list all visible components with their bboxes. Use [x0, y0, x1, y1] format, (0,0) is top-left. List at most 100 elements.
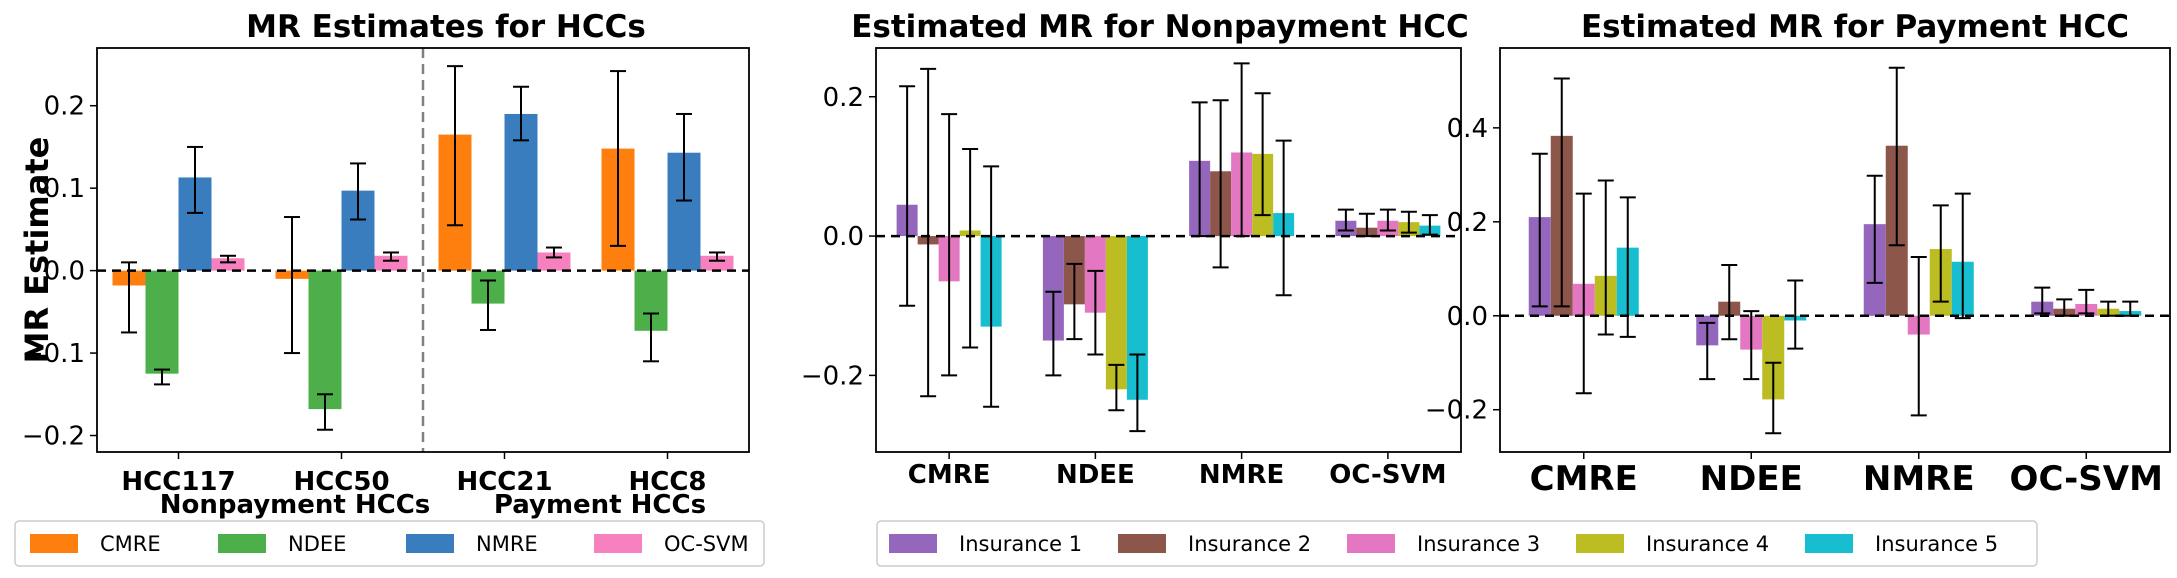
chart3-axes-frame: [1499, 47, 2171, 453]
chart1-bar-ndee-hcc50: [308, 270, 342, 410]
chart1-ytick-label: −0.1: [22, 339, 85, 369]
chart3-ytick-label: 0.4: [1447, 114, 1488, 144]
chart2-errorbar: [983, 165, 1000, 408]
chart2-errorbar: [1212, 99, 1229, 269]
legend-swatch: [406, 534, 454, 553]
legend-label: Insurance 5: [1875, 532, 1998, 556]
legend-item-insurance-2: Insurance 2: [1118, 532, 1311, 556]
chart2-errorbar: [1108, 363, 1125, 412]
legend-item-insurance-1: Insurance 1: [889, 532, 1082, 556]
chart3-errorbar: [1910, 256, 1927, 417]
chart3-errorbar: [1531, 152, 1548, 308]
chart2-title: Estimated MR for Nonpayment HCC: [851, 9, 1469, 45]
legend2: Insurance 1 Insurance 2 Insurance 3 Insuran…: [889, 532, 1998, 556]
chart2-errorbar: [920, 67, 937, 398]
chart1-category-label: HCC117: [121, 467, 235, 497]
chart1-errorbar: [513, 85, 529, 142]
chart3-errorbar: [1954, 192, 1971, 320]
chart1-ytick-label: 0.2: [44, 92, 85, 122]
legend-item-oc-svm: OC-SVM: [594, 532, 749, 556]
chart2-bar-insurance-1-ndee: [1042, 236, 1064, 341]
legend1: CMRE NDEE NMRE OC-SVM: [30, 532, 749, 556]
chart3-errorbar: [2034, 286, 2051, 315]
chart3-errorbar: [2078, 288, 2095, 315]
chart2-errorbar: [1337, 208, 1354, 232]
chart2-axes-frame: [875, 47, 1462, 453]
chart3-bar-insurance-4-ndee: [1762, 315, 1785, 400]
chart3-errorbar: [1721, 264, 1738, 341]
chart2-errorbar: [1400, 210, 1417, 234]
chart3-category-label: NMRE: [1863, 459, 1975, 499]
chart2-errorbar: [1129, 353, 1146, 433]
chart1-title: MR Estimates for HCCs: [246, 9, 646, 45]
chart1-plot: −0.2 −0.1 0.0 0.1 0.2 HCC117 HCC50 HCC21 HCC8: [22, 47, 750, 497]
legend-swatch: [1347, 534, 1395, 553]
legend-swatch: [218, 534, 266, 553]
chart1-ylabel: MR Estimate: [18, 137, 56, 364]
chart1-errorbar: [220, 254, 236, 264]
legend-swatch: [889, 534, 937, 553]
chart1-category-label: HCC21: [456, 467, 552, 497]
chart1-category-label: HCC8: [628, 467, 706, 497]
legend-swatch: [30, 534, 78, 553]
legend-label: NDEE: [288, 532, 346, 556]
chart2-ytick-label: 0.2: [823, 83, 864, 113]
chart1-bar-oc-svm-hcc21: [537, 252, 571, 271]
chart2-plot: −0.2 0.0 0.2 CMRE NDEE NMRE OC-SVM: [801, 47, 1462, 490]
chart3-errorbar: [1597, 179, 1614, 336]
chart1-bar-oc-svm-hcc117: [211, 258, 245, 271]
chart1-errorbar: [546, 246, 562, 259]
chart3-errorbar: [1743, 310, 1760, 381]
legend-label: Insurance 3: [1417, 532, 1540, 556]
chart2-category-label: NDEE: [1056, 460, 1135, 490]
chart3-plot: −0.2 0.0 0.2 0.4 CMRE NDEE NMRE OC-SVM: [1425, 47, 2171, 499]
chart2-category-label: OC-SVM: [1329, 460, 1446, 490]
chart3-errorbar: [1619, 196, 1636, 338]
chart1-errorbar: [480, 279, 496, 331]
chart1-errorbar: [350, 162, 366, 221]
chart2-errorbar: [1066, 262, 1083, 341]
chart3-category-label: NDEE: [1700, 459, 1803, 499]
legend-label: Insurance 4: [1646, 532, 1769, 556]
chart1-group-label-nonpayment: Nonpayment HCCs: [160, 490, 431, 520]
chart1-group-label-payment: Payment HCCs: [494, 490, 706, 520]
chart1-bar-ndee-hcc117: [145, 270, 179, 374]
chart1-errorbar: [643, 312, 659, 363]
chart1-errorbar: [284, 216, 300, 355]
legend-item-insurance-3: Insurance 3: [1347, 532, 1540, 556]
legend-label: Insurance 1: [959, 532, 1082, 556]
chart1-ytick-label: −0.2: [22, 422, 85, 452]
chart2-ytick-label: 0.0: [823, 222, 864, 252]
chart2-errorbar: [1087, 269, 1104, 356]
chart2-bar-insurance-4-ndee: [1105, 236, 1127, 390]
chart1-errorbar: [676, 112, 692, 202]
legend-item-insurance-4: Insurance 4: [1576, 532, 1769, 556]
chart1-category-label: HCC50: [293, 467, 389, 497]
legend-label: OC-SVM: [664, 532, 749, 556]
chart1-errorbar: [154, 368, 170, 386]
chart1-ytick-label: 0.0: [44, 257, 85, 287]
chart3-title: Estimated MR for Payment HCC: [1581, 9, 2129, 45]
legend-label: NMRE: [476, 532, 538, 556]
chart3-errorbar: [1932, 204, 1949, 303]
chart1-errorbar: [317, 393, 333, 431]
legend-item-insurance-5: Insurance 5: [1805, 532, 1998, 556]
chart3-errorbar: [1866, 174, 1883, 284]
chart1-errorbar: [610, 70, 626, 247]
chart2-errorbar: [1275, 139, 1292, 297]
legend1-frame: [14, 520, 765, 567]
chart1-bar-oc-svm-hcc8: [700, 255, 734, 271]
chart3-category-label: CMRE: [1530, 459, 1638, 499]
chart2-errorbar: [941, 113, 958, 377]
chart1-axes-frame: [96, 47, 750, 453]
legend-item-ndee: NDEE: [218, 532, 346, 556]
legend-item-nmre: NMRE: [406, 532, 538, 556]
chart3-ytick-label: 0.0: [1447, 302, 1488, 332]
chart2-errorbar: [962, 148, 979, 349]
chart3-errorbar: [1575, 192, 1592, 395]
legend-swatch: [1576, 534, 1624, 553]
chart3-errorbar: [1765, 361, 1782, 435]
legend-label: CMRE: [100, 532, 161, 556]
